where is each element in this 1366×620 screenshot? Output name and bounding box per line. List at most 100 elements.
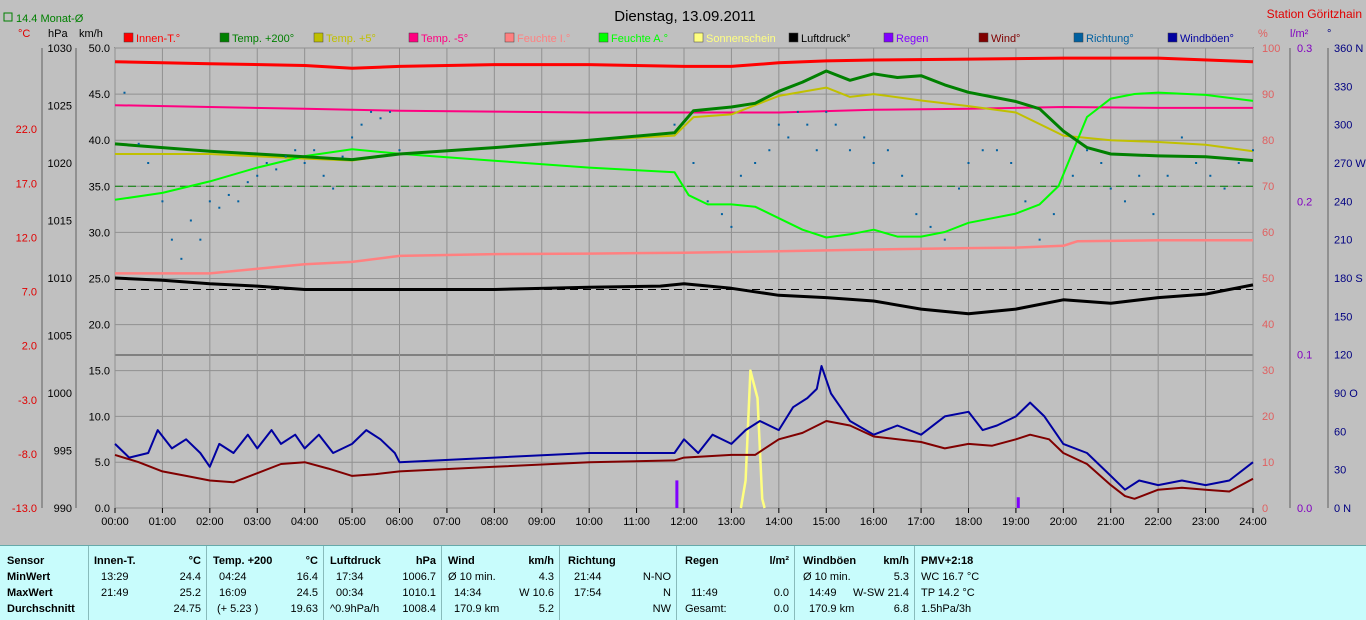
kmh-upper-tick: 50.0 <box>89 43 110 55</box>
direction-tick: 360 N <box>1334 43 1363 55</box>
luft-min-value: 1006.7 <box>402 571 436 583</box>
direction-point <box>161 200 164 203</box>
row-label-sensor: Sensor <box>7 555 45 567</box>
legend-label: Temp. +5° <box>326 33 376 45</box>
luft-min-time: 17:34 <box>336 571 364 583</box>
direction-point <box>967 162 970 164</box>
series-sonnenschein <box>739 369 766 509</box>
direction-point <box>1100 162 1103 164</box>
pressure-tick: 1005 <box>48 331 72 343</box>
direction-point <box>389 110 392 113</box>
pressure-tick: 995 <box>54 446 72 458</box>
direction-tick: 60 <box>1334 426 1346 438</box>
monthly-avg-box-icon <box>3 12 13 22</box>
statistics-table: Sensor MinWert MaxWert Durchschnitt Inne… <box>0 545 1366 620</box>
temp-c-tick: -8.0 <box>18 449 37 461</box>
legend-swatch <box>1073 32 1084 43</box>
direction-point <box>1010 162 1013 164</box>
pmv-tp: TP 14.2 °C <box>921 587 975 599</box>
row-label-min: MinWert <box>7 571 51 583</box>
monthly-avg: 14.4 Monat-Ø <box>16 13 84 25</box>
luft-avg: 1008.4 <box>402 603 436 615</box>
unit-hpa: hPa <box>48 28 68 40</box>
legend-item: Temp. -5° <box>408 32 468 45</box>
direction-point <box>322 174 325 177</box>
legend-swatch <box>788 32 799 43</box>
x-tick-label: 02:00 <box>196 516 224 528</box>
legend-label: Temp. +200° <box>232 33 294 45</box>
boeen-avg: 6.8 <box>893 603 909 615</box>
legend-label: Wind° <box>991 33 1020 45</box>
luft-title: Luftdruck <box>330 555 381 567</box>
wind-min-value: 4.3 <box>538 571 554 583</box>
direction-point <box>303 162 306 164</box>
legend-swatch <box>313 32 324 43</box>
direction-tick: 300 <box>1334 120 1352 132</box>
x-tick-label: 17:00 <box>907 516 935 528</box>
direction-point <box>341 155 344 158</box>
direction-point <box>123 91 126 94</box>
col-wind: Wind km/h Ø 10 min. 4.3 14:34 W 10.6 170… <box>441 546 560 620</box>
pmv-title: PMV+2:18 <box>921 555 974 567</box>
humidity-tick: 30 <box>1262 365 1274 377</box>
humidity-tick: 20 <box>1262 411 1274 423</box>
direction-tick: 90 O <box>1334 388 1358 400</box>
kmh-upper-tick: 25.0 <box>89 273 110 285</box>
direction-point <box>995 149 998 152</box>
humidity-tick: 100 <box>1262 43 1280 55</box>
direction-point <box>360 123 363 126</box>
legend-swatch <box>219 32 230 43</box>
direction-point <box>1237 162 1240 164</box>
direction-tick: 270 W <box>1334 158 1366 170</box>
legend-label: Windböen° <box>1180 33 1234 45</box>
direction-point <box>1086 149 1089 152</box>
x-tick-label: 04:00 <box>291 516 319 528</box>
kmh-upper-tick: 40.0 <box>89 135 110 147</box>
legend-swatch <box>123 32 134 43</box>
temp-min-time: 04:24 <box>219 571 247 583</box>
legend-swatch <box>978 32 989 43</box>
boeen-min-value: 5.3 <box>893 571 909 583</box>
unit-kmh: km/h <box>79 28 103 40</box>
regen-max-value: 0.0 <box>773 587 789 599</box>
legend-item: Regen <box>883 32 928 45</box>
series-luftdruck <box>114 276 1254 316</box>
regen-avg-note: Gesamt: <box>685 603 727 615</box>
direction-point <box>706 200 709 203</box>
boeen-title: Windböen <box>803 555 857 567</box>
legend-item: Sonnenschein <box>693 32 776 45</box>
direction-point <box>787 136 790 139</box>
legend-label: Sonnenschein <box>706 33 776 45</box>
direction-point <box>1152 213 1155 216</box>
legend-item: Feuchte A.° <box>598 32 668 45</box>
direction-point <box>915 213 918 216</box>
pressure-tick: 1000 <box>48 388 72 400</box>
richtung-min-value: N-NO <box>642 571 671 583</box>
temp-unit: °C <box>305 555 318 567</box>
series-windboeen <box>114 365 1254 491</box>
chart-title: Dienstag, 13.09.2011 <box>614 8 756 25</box>
direction-point <box>958 187 961 190</box>
col-innen: Innen-T. °C 13:29 24.4 21:49 25.2 24.75 <box>88 546 207 620</box>
unit-rain: l/m² <box>1290 28 1309 40</box>
direction-point <box>777 123 780 126</box>
weather-chart: Dienstag, 13.09.2011 Station Göritzhain … <box>3 7 1366 528</box>
richtung-max-value: N <box>663 587 671 599</box>
legend-swatch <box>504 32 515 43</box>
direction-point <box>227 193 230 196</box>
x-tick-label: 20:00 <box>1050 516 1078 528</box>
wind-avg: 5.2 <box>538 603 554 615</box>
x-tick-label: 08:00 <box>481 516 509 528</box>
pmv-wc: WC 16.7 °C <box>921 571 980 583</box>
kmh-lower-tick: 0.0 <box>95 503 110 515</box>
series-feuchte-innen <box>115 239 1253 275</box>
legend-label: Feuchte A.° <box>611 33 668 45</box>
direction-point <box>754 162 757 164</box>
series-innen-temp <box>114 56 1254 70</box>
x-tick-label: 15:00 <box>812 516 840 528</box>
direction-point <box>673 123 676 126</box>
richtung-max-time: 17:54 <box>574 587 602 599</box>
x-tick-label: 12:00 <box>670 516 698 528</box>
rain-bar <box>675 480 679 508</box>
direction-point <box>929 225 932 228</box>
